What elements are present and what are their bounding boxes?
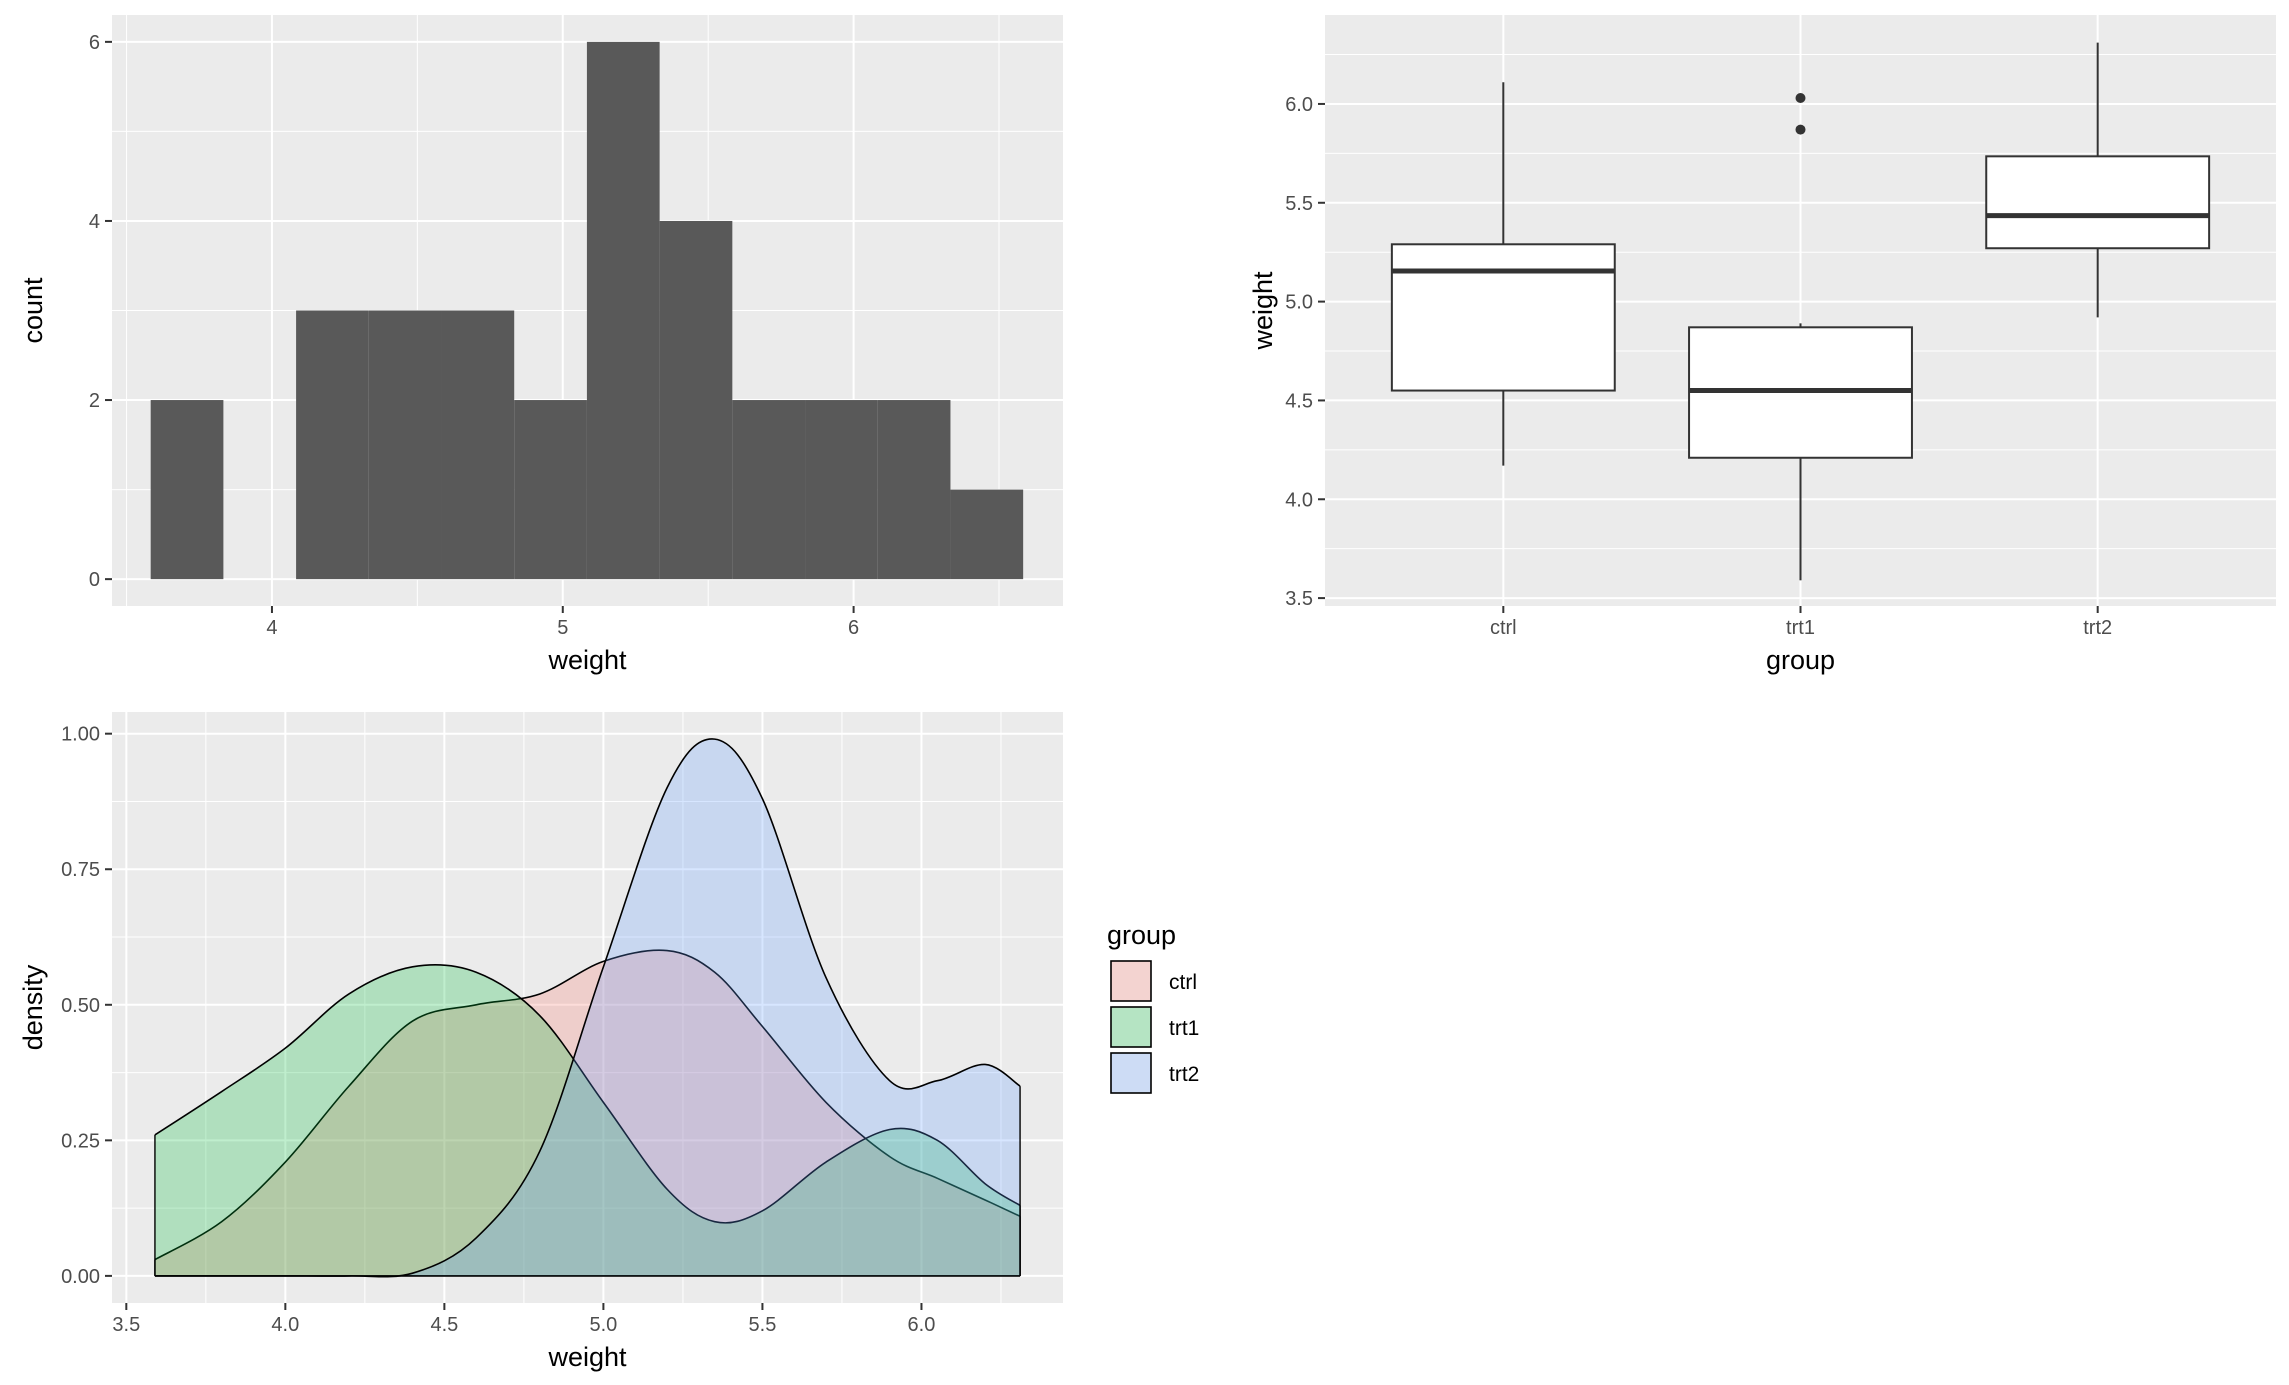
density-curve-trt1 (154, 964, 1021, 1224)
density-curve-ctrl (154, 949, 1021, 1261)
density-legend: group ctrl trt1 trt2 (1107, 920, 1199, 1094)
density-x-tick-label: 5.5 (749, 1314, 777, 1336)
histogram-y-tick-label: 4 (89, 211, 100, 233)
density-y-tick-label: 0.75 (61, 859, 100, 881)
histogram-bar (732, 400, 806, 580)
boxplot-axes: ctrl trt1 trt2 3.5 4.0 4.5 5.0 5.5 6.0 (1285, 94, 2112, 639)
density-y-axis-title: density (18, 964, 48, 1050)
density-areas (154, 738, 1021, 1278)
histogram-y-axis-title: count (18, 277, 48, 344)
boxplot-outlier-point (1795, 124, 1806, 135)
legend-key-background (1111, 1007, 1151, 1047)
boxplot-x-tick-label: trt2 (2083, 617, 2112, 639)
histogram-bars (150, 41, 1024, 580)
density-area-trt1 (154, 964, 1021, 1276)
boxplot-outlier-point (1795, 93, 1806, 104)
boxplot-y-tick-label: 4.5 (1285, 390, 1313, 412)
density-x-tick-label: 4.0 (271, 1314, 299, 1336)
boxplot-x-tick-label: ctrl (1490, 617, 1517, 639)
histogram-x-tick-label: 4 (266, 617, 277, 639)
boxplot-x-tick-label: trt1 (1786, 617, 1815, 639)
histogram-bar (805, 400, 878, 580)
histogram-x-axis-title: weight (547, 645, 627, 675)
histogram-bar (514, 400, 587, 580)
legend-key-trt1 (1110, 1006, 1152, 1048)
legend-label-trt1: trt1 (1169, 1017, 1199, 1040)
histogram-bar (877, 400, 951, 580)
density-panel-background (112, 712, 1063, 1303)
boxplot-chart: ctrl trt1 trt2 3.5 4.0 4.5 5.0 5.5 6.0 group wei… (1248, 15, 2276, 675)
density-y-tick-label: 1.00 (61, 724, 100, 746)
histogram-y-tick-label: 6 (89, 32, 100, 54)
boxplot-y-axis-title: weight (1248, 271, 1278, 351)
boxplot-x-axis-title: group (1766, 645, 1835, 675)
histogram-bar (586, 41, 660, 580)
histogram-bar (296, 310, 369, 580)
histogram-x-tick-label: 6 (848, 617, 859, 639)
histogram-bar (950, 489, 1024, 580)
density-chart: 3.5 4.0 4.5 5.0 5.5 6.0 0.00 0.25 0.50 0.75 1.00 w… (18, 712, 1199, 1372)
legend-key-background (1111, 1053, 1151, 1093)
histogram-x-tick-label: 5 (557, 617, 568, 639)
legend-key-background (1111, 961, 1151, 1001)
density-area-ctrl (154, 950, 1021, 1276)
boxplot-boxes (1390, 42, 2211, 581)
histogram-bar (368, 310, 442, 580)
density-axes: 3.5 4.0 4.5 5.0 5.5 6.0 0.00 0.25 0.50 0.75 1.00 (61, 724, 935, 1336)
density-x-tick-label: 3.5 (112, 1314, 140, 1336)
boxplot-y-tick-label: 5.5 (1285, 193, 1313, 215)
legend-key-ctrl (1110, 960, 1152, 1002)
histogram-chart: 4 5 6 0 2 4 6 weight count (18, 15, 1063, 675)
legend-items: ctrl trt1 trt2 (1110, 960, 1199, 1094)
density-y-tick-label: 0.25 (61, 1130, 100, 1152)
histogram-bar (659, 220, 733, 580)
density-x-axis-title: weight (547, 1342, 627, 1372)
histogram-bar (441, 310, 515, 580)
legend-key-trt2 (1110, 1052, 1152, 1094)
boxplot-y-tick-label: 6.0 (1285, 94, 1313, 116)
density-y-tick-label: 0.50 (61, 995, 100, 1017)
histogram-axes: 4 5 6 0 2 4 6 (89, 32, 859, 639)
boxplot-box (1390, 243, 1616, 392)
boxplot-y-tick-label: 4.0 (1285, 489, 1313, 511)
legend-label-trt2: trt2 (1169, 1063, 1199, 1086)
legend-title: group (1107, 920, 1176, 950)
density-x-tick-label: 6.0 (908, 1314, 936, 1336)
density-area-trt2 (154, 738, 1021, 1277)
density-x-tick-label: 4.5 (430, 1314, 458, 1336)
density-y-tick-label: 0.00 (61, 1266, 100, 1288)
boxplot-box (1985, 155, 2211, 250)
boxplot-y-tick-label: 3.5 (1285, 588, 1313, 610)
histogram-y-tick-label: 2 (89, 390, 100, 412)
legend-label-ctrl: ctrl (1169, 971, 1197, 994)
density-gridlines (112, 712, 1063, 1303)
density-x-tick-label: 5.0 (589, 1314, 617, 1336)
histogram-bar (150, 400, 224, 580)
histogram-y-tick-label: 0 (89, 569, 100, 591)
boxplot-y-tick-label: 5.0 (1285, 292, 1313, 314)
